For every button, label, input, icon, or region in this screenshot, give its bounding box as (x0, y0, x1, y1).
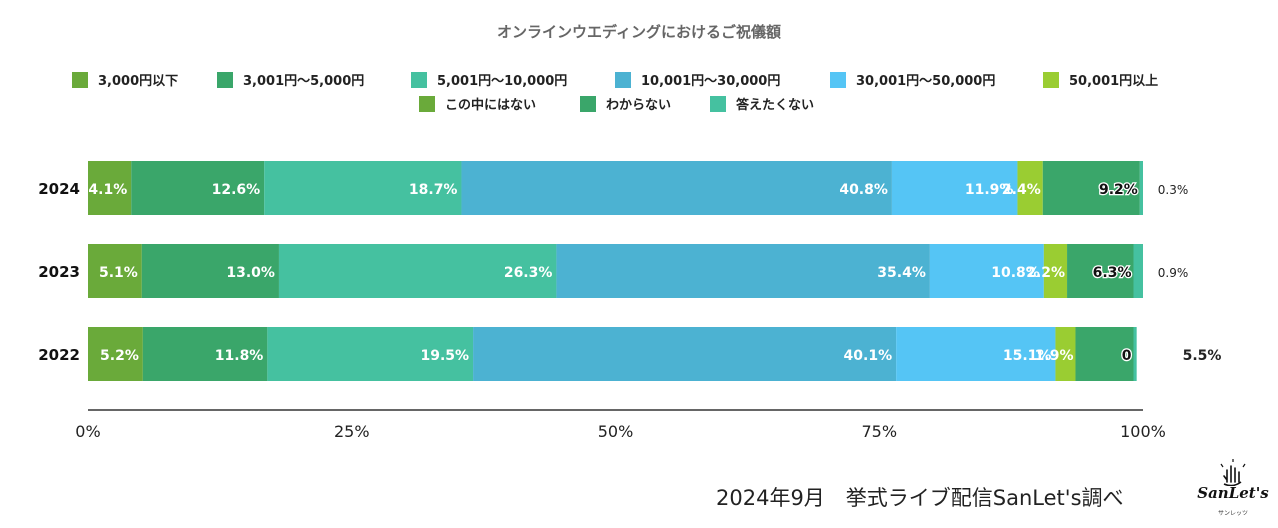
bar-segment (929, 244, 1044, 298)
data-label: 11.9% (965, 182, 1014, 198)
category-label: 2023 (38, 263, 80, 281)
data-label: 12.6% (212, 182, 261, 198)
category-label: 2024 (38, 180, 80, 198)
x-tick-label: 75% (861, 422, 897, 441)
bar-segment (278, 244, 557, 298)
legend-swatch (710, 96, 726, 112)
bar-segment (1133, 244, 1143, 298)
logo-sub: サンレッツ (1217, 510, 1248, 517)
data-label: 9.2% (1099, 182, 1138, 198)
data-label: 19.5% (420, 348, 469, 364)
data-label: 18.7% (409, 182, 458, 198)
data-label: 4.1% (88, 182, 127, 198)
legend-label: 3,001円〜5,000円 (243, 74, 364, 89)
bar-segment (461, 161, 892, 215)
legend-label: 5,001円〜10,000円 (437, 74, 567, 89)
bar-segment (1017, 161, 1043, 215)
bar-segment (1043, 244, 1068, 298)
x-tick-label: 25% (334, 422, 370, 441)
legend-label: 30,001円〜50,000円 (856, 74, 995, 89)
bar-segment (131, 161, 265, 215)
bar-segment (1133, 327, 1137, 381)
sanlets-logo: SanLet's サンレッツ (1193, 458, 1273, 522)
legend-swatch (411, 72, 427, 88)
bar-segment (1139, 161, 1143, 215)
bar-segment (88, 244, 142, 298)
bar-segment (896, 327, 1056, 381)
legend-label: 3,000円以下 (98, 74, 178, 89)
x-tick-label: 100% (1120, 422, 1166, 441)
legend-label: 10,001円〜30,000円 (641, 74, 780, 89)
logo-text: SanLet's (1197, 484, 1269, 502)
data-label: 2.2% (1026, 265, 1065, 281)
bar-segment (142, 327, 268, 381)
bar-segment (1055, 327, 1076, 381)
data-label: 40.8% (839, 182, 888, 198)
legend-label: 50,001円以上 (1069, 74, 1158, 89)
data-label: 35.4% (877, 265, 926, 281)
chart-title: オンラインウエディングにおけるご祝儀額 (497, 23, 781, 41)
data-label: 11.8% (215, 348, 264, 364)
data-label: 1.9% (1035, 348, 1074, 364)
legend-swatch (217, 72, 233, 88)
legend-label: この中にはない (445, 97, 536, 113)
data-label: 40.1% (844, 348, 893, 364)
legend-label: わからない (606, 98, 671, 113)
bar-segment (267, 327, 474, 381)
source-note: 2024年9月 挙式ライブ配信SanLet's調べ (716, 486, 1124, 510)
legend-swatch (72, 72, 88, 88)
data-label: 13.0% (226, 265, 275, 281)
bar-segment (1042, 161, 1140, 215)
bar-segment (1075, 327, 1134, 381)
bar-segment (88, 327, 143, 381)
legend-swatch (580, 96, 596, 112)
data-label: 5.1% (99, 265, 138, 281)
x-tick-label: 50% (598, 422, 634, 441)
legend-swatch (615, 72, 631, 88)
data-label: 6.3% (1093, 265, 1132, 281)
data-label: 2.4% (1002, 182, 1041, 198)
category-label: 2022 (38, 346, 80, 364)
bar-segment (1067, 244, 1134, 298)
legend-swatch (419, 96, 435, 112)
bar-segment (88, 161, 132, 215)
bar-segment (473, 327, 897, 381)
hand-icon (1220, 459, 1246, 487)
data-label: 10.8% (991, 265, 1040, 281)
outside-label: 5.5% (1183, 348, 1222, 364)
data-label: 15.1% (1003, 348, 1052, 364)
legend-swatch (830, 72, 846, 88)
bar-segment (264, 161, 462, 215)
data-label: 26.3% (504, 265, 553, 281)
bar-segment (891, 161, 1018, 215)
bar-segment (556, 244, 930, 298)
outside-label: 0.3% (1158, 183, 1189, 197)
data-label: 0 (1122, 348, 1132, 364)
bar-segment (141, 244, 279, 298)
outside-label: 0.9% (1158, 266, 1189, 280)
data-label: 5.2% (100, 348, 139, 364)
x-tick-label: 0% (75, 422, 100, 441)
legend-swatch (1043, 72, 1059, 88)
legend-label: 答えたくない (736, 97, 814, 113)
